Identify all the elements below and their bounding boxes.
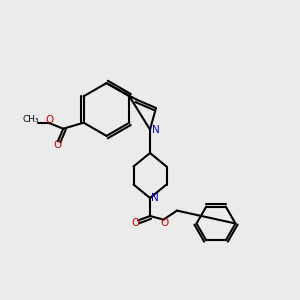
Text: O: O	[131, 218, 139, 229]
Text: O: O	[46, 115, 54, 125]
Text: N: N	[152, 124, 160, 135]
Text: O: O	[54, 140, 62, 150]
Text: N: N	[152, 193, 159, 203]
Text: CH₃: CH₃	[23, 115, 39, 124]
Text: O: O	[160, 218, 169, 228]
